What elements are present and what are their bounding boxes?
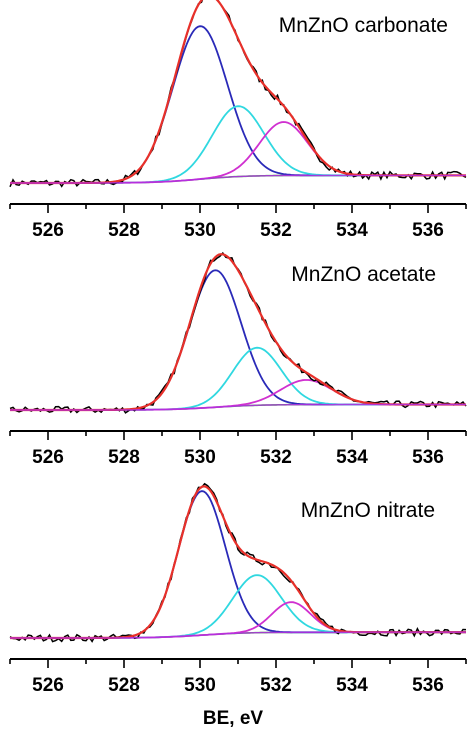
tick-label: 526 [32, 220, 64, 241]
panel-2: 526 528 530 532 534 536 MnZnO acetate [9, 251, 467, 468]
tick-label: 536 [412, 220, 444, 241]
experimental-curve [9, 482, 467, 643]
panel-3: 526 528 530 532 534 536 MnZnO nitrate [9, 482, 467, 696]
tick-label: 528 [108, 675, 140, 696]
tick-label: 530 [184, 220, 216, 241]
panel-1: 526 528 530 532 534 536 MnZnO carbonate [9, 0, 467, 241]
component-peak3 [10, 121, 466, 184]
tick-label: 528 [108, 220, 140, 241]
component-peak1 [10, 25, 466, 184]
tick-label: 530 [184, 675, 216, 696]
tick-label: 532 [260, 675, 292, 696]
tick-label: 526 [32, 447, 64, 468]
tick-label: 534 [336, 447, 368, 468]
component-peak1 [10, 269, 466, 411]
x-axis-label: BE, eV [203, 708, 264, 729]
baseline-curve [10, 403, 466, 411]
tick-label: 530 [184, 447, 216, 468]
tick-label: 534 [336, 220, 368, 241]
tick-label: 532 [260, 220, 292, 241]
baseline-curve [10, 174, 466, 184]
tick-label: 526 [32, 675, 64, 696]
component-peak2 [10, 574, 466, 639]
baseline-curve [10, 631, 466, 639]
tick-label: 534 [336, 675, 368, 696]
tick-label: 528 [108, 447, 140, 468]
tick-label: 532 [260, 447, 292, 468]
panel-title: MnZnO nitrate [301, 499, 435, 522]
tick-label: 536 [412, 447, 444, 468]
panel-title: MnZnO carbonate [279, 14, 448, 37]
panel-title: MnZnO acetate [291, 263, 436, 286]
tick-label: 536 [412, 675, 444, 696]
